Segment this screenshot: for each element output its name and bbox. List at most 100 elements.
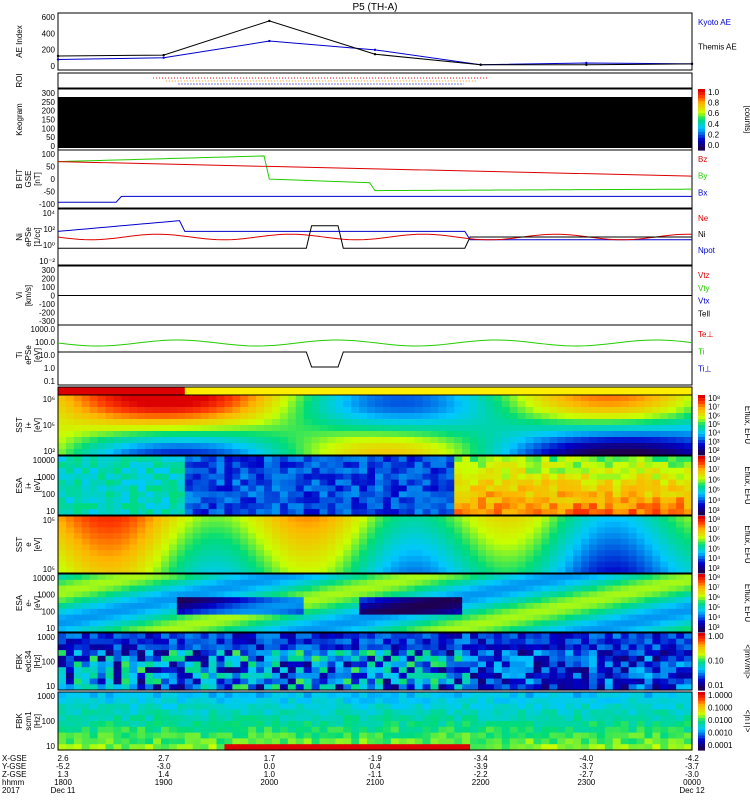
spectrogram-cell [565, 744, 574, 751]
spectrogram-cell [644, 672, 653, 680]
spectrogram-cell [240, 650, 249, 657]
spectrogram-cell [525, 485, 535, 492]
spectrogram-cell [359, 550, 368, 557]
spectrogram-cell [422, 538, 432, 546]
spectrogram-cell [652, 697, 661, 705]
spectrogram-cell [208, 715, 218, 722]
spectrogram-cell [113, 715, 122, 722]
spectrogram-cell [596, 614, 606, 621]
spectrogram-cell [652, 449, 661, 456]
spectrogram-cell [161, 521, 170, 528]
spectrogram-cell [121, 650, 130, 657]
spectrogram-cell [121, 456, 130, 463]
spectrogram-cell [327, 661, 336, 668]
spectrogram-cell [335, 614, 344, 621]
spectrogram-cell [97, 456, 107, 463]
spectrogram-cell [113, 703, 122, 710]
spectrogram-cell [279, 726, 289, 734]
spectrogram-cell [121, 620, 130, 627]
spectrogram-cell [153, 395, 162, 402]
spectrogram-cell [628, 516, 638, 523]
spectrogram-cell [517, 437, 527, 444]
spectrogram-cell [644, 431, 653, 438]
spectrogram-cell [390, 732, 400, 739]
spectrogram-cell [382, 655, 392, 663]
spectrogram-cell [232, 661, 241, 668]
spectrogram-cell [636, 485, 646, 492]
spectrogram-cell [676, 443, 685, 450]
spectrogram-cell [430, 419, 439, 426]
spectrogram-cell [406, 401, 416, 408]
spectrogram-cell [168, 521, 178, 528]
spectrogram-cell [145, 401, 154, 408]
spectrogram-cell [240, 473, 249, 481]
spectrogram-cell [438, 527, 447, 534]
spectrogram-cell [588, 732, 598, 739]
spectrogram-cell [121, 521, 130, 528]
spectrogram-cell [216, 655, 226, 663]
spectrogram-cell [248, 672, 257, 680]
spectrogram-cell [335, 479, 344, 487]
spectrogram-cell [192, 709, 202, 716]
spectrogram-cell [684, 667, 693, 674]
spectrogram-cell [335, 697, 344, 705]
spectrogram-cell [303, 744, 313, 751]
spectrogram-cell [644, 633, 653, 640]
spectrogram-cell [256, 461, 265, 469]
spectrogram-cell [581, 443, 590, 450]
spectrogram-cell [375, 692, 384, 699]
spectrogram-cell [541, 655, 550, 663]
spectrogram-cell [105, 485, 115, 492]
spectrogram-cell [612, 703, 622, 710]
spectrogram-cell [620, 597, 630, 604]
spectrogram-cell [303, 431, 313, 438]
spectrogram-cell [240, 744, 249, 751]
spectrogram-cell [73, 591, 83, 598]
spectrogram-cell [375, 407, 384, 414]
spectrogram-cell [216, 509, 226, 516]
spectrogram-cell [58, 443, 67, 450]
spectrogram-cell [501, 608, 511, 616]
spectrogram-cell [184, 395, 194, 402]
spectrogram-cell [462, 473, 471, 481]
spectrogram-cell [382, 527, 392, 534]
spectrogram-cell [375, 661, 384, 668]
spectrogram-cell [517, 744, 527, 751]
spectrogram-cell [509, 509, 519, 516]
spectrogram-cell [287, 732, 297, 739]
spectrogram-cell [438, 726, 447, 734]
spectrogram-cell [406, 579, 416, 587]
spectrogram-cell [462, 413, 471, 420]
spectrogram-cell [438, 443, 447, 450]
spectrogram-cell [184, 473, 194, 481]
spectrogram-cell [121, 485, 130, 492]
spectrogram-cell [462, 395, 471, 402]
spectrogram-cell [430, 655, 439, 663]
spectrogram-cell [588, 709, 598, 716]
spectrogram-cell [105, 555, 115, 563]
spectrogram-cell [129, 413, 138, 420]
spectrogram-cell [438, 538, 447, 546]
spectrogram-cell [327, 544, 336, 551]
spectrogram-cell [327, 603, 336, 610]
spectrogram-cell [382, 431, 392, 438]
spectrogram-cell [549, 485, 558, 492]
spectrogram-cell [351, 425, 360, 432]
spectrogram-cell [636, 401, 646, 408]
spectrogram-cell [335, 597, 344, 604]
spectrogram-cell [414, 449, 424, 456]
spectrogram-cell [493, 401, 503, 408]
spectrogram-cell [541, 697, 550, 705]
spectrogram-cell [65, 620, 75, 627]
spectrogram-cell [517, 597, 527, 604]
spectrogram-cell [398, 721, 408, 728]
spectrogram-cell [565, 425, 574, 432]
spectrogram-cell [327, 614, 336, 621]
spectrogram-cell [596, 579, 606, 587]
spectrogram-cell [367, 655, 376, 663]
spectrogram-cell [604, 431, 614, 438]
spectrogram-cell [137, 538, 146, 546]
spectrogram-cell [367, 678, 376, 685]
spectrogram-cell [65, 732, 75, 739]
